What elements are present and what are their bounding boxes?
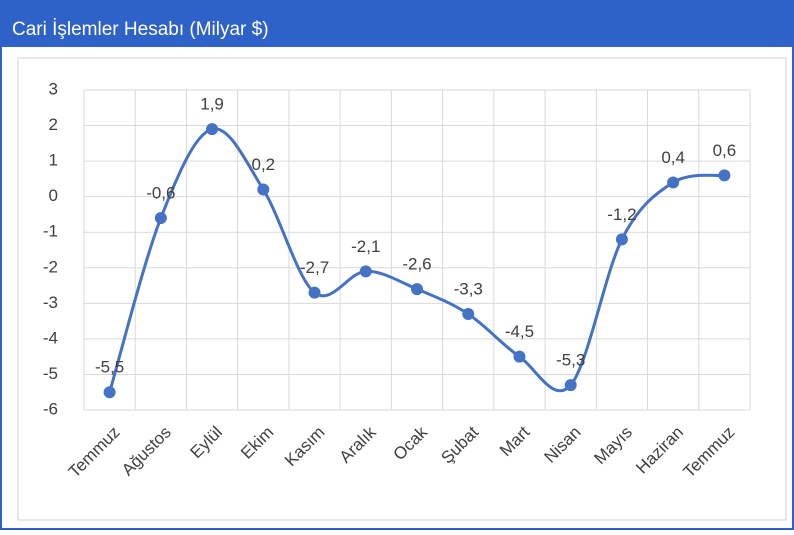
marker: [564, 379, 577, 392]
marker: [359, 265, 372, 278]
header-bar: [0, 0, 794, 46]
data-label: 0,2: [251, 155, 275, 174]
marker: [718, 169, 731, 182]
data-label: -2,7: [300, 258, 329, 277]
line: [108, 127, 725, 393]
y-tick-label: -1: [43, 222, 58, 241]
marker: [411, 283, 423, 296]
data-label: -5,5: [95, 358, 124, 377]
data-label: -5,3: [556, 351, 585, 370]
y-tick-label: 1: [49, 151, 58, 170]
marker: [513, 350, 526, 363]
y-tick-label: 3: [49, 79, 58, 98]
y-tick-label: -4: [43, 328, 58, 347]
y-tick-label: -6: [43, 399, 58, 418]
marker: [154, 212, 167, 224]
y-tick-label: -2: [43, 257, 58, 276]
y-tick-label: 0: [49, 186, 58, 205]
marker: [206, 123, 219, 136]
marker: [462, 308, 475, 320]
data-label: 1,9: [200, 95, 224, 114]
marker: [103, 386, 116, 399]
y-tick-label: 2: [49, 115, 58, 134]
marker: [667, 176, 680, 189]
frame: [0, 45, 794, 530]
marker: [615, 233, 628, 246]
chart-area: [17, 57, 787, 521]
data-label: -0,6: [146, 183, 175, 202]
data-label: -2,6: [402, 255, 431, 274]
data-label: -2,1: [351, 237, 380, 256]
data-label: 0,6: [713, 141, 737, 160]
y-tick-label: -5: [43, 364, 58, 383]
y-tick-label: -3: [43, 293, 58, 312]
data-label: 0,4: [661, 148, 685, 167]
marker: [257, 183, 270, 196]
marker: [308, 286, 321, 299]
data-label: -3,3: [454, 279, 483, 298]
data-label: -4,5: [505, 322, 534, 341]
data-label: -1,2: [607, 205, 636, 224]
chart-title: Cari İşlemler Hesabı (Milyar $): [12, 19, 269, 40]
